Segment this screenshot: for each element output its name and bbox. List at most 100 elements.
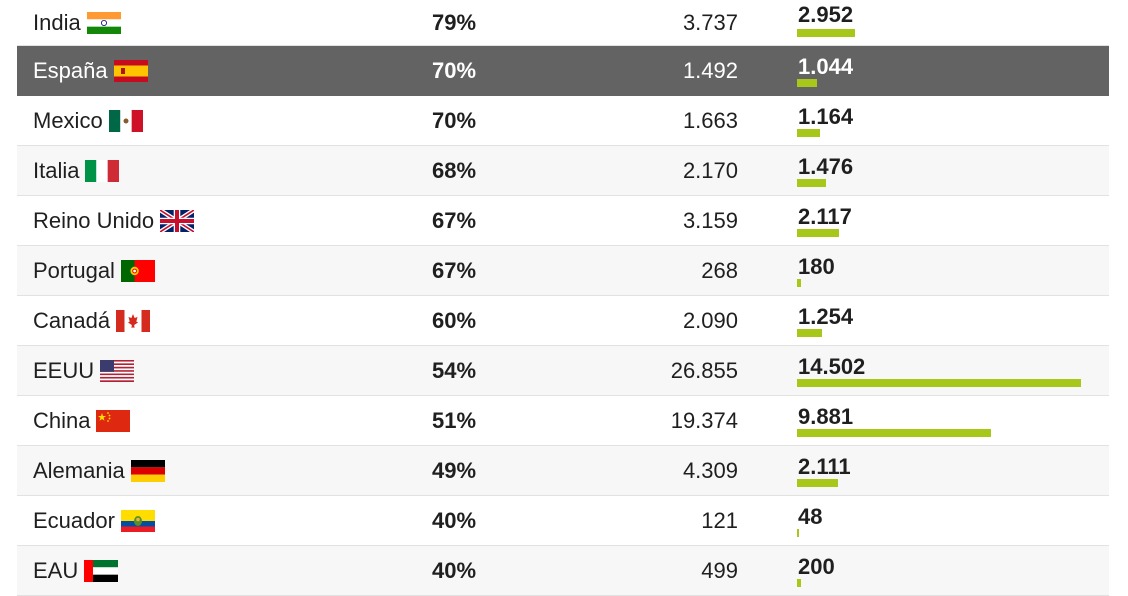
bar-value-label: 1.044 <box>798 54 854 79</box>
table-row: Alemania 49% 4.309 2.111 <box>17 446 1109 496</box>
bar <box>797 79 818 87</box>
bar-cell: 180 <box>797 246 1097 295</box>
bar-value-label: 9.881 <box>798 404 854 429</box>
country-cell: China <box>33 396 131 445</box>
country-name: Alemania <box>33 457 125 483</box>
table-row: Mexico 70% 1.663 1.164 <box>17 96 1109 146</box>
percent-cell: 68% <box>432 157 477 183</box>
total-cell: 26.855 <box>670 357 738 383</box>
bar-value-label: 1.476 <box>798 154 854 179</box>
bar-value-label: 2.952 <box>798 2 854 27</box>
country-cell: Canadá <box>33 296 151 345</box>
usa-flag <box>100 359 135 382</box>
table-row: Italia 68% 2.170 1.476 <box>17 146 1109 196</box>
country-cell: Alemania <box>33 446 165 495</box>
country-cell: Ecuador <box>33 496 155 545</box>
total-cell: 4.309 <box>682 457 738 483</box>
portugal-flag <box>120 259 155 282</box>
bar <box>797 529 799 537</box>
uk-flag <box>158 207 196 234</box>
percent-cell: 54% <box>432 357 477 383</box>
spain-flag <box>113 59 148 82</box>
bar-value-label: 1.254 <box>798 304 854 329</box>
percent-cell: 60% <box>432 307 477 333</box>
table-row: Portugal 67% 268 180 <box>17 246 1109 296</box>
country-name: Mexico <box>33 107 103 133</box>
bar-value-label: 1.164 <box>798 104 854 129</box>
country-name: India <box>33 9 81 35</box>
total-cell: 1.663 <box>682 107 738 133</box>
bar-cell: 2.117 <box>797 196 1097 245</box>
total-cell: 2.090 <box>682 307 738 333</box>
bar-cell: 48 <box>797 496 1097 545</box>
bar-value-label: 180 <box>798 254 835 279</box>
country-name: Italia <box>33 157 80 183</box>
country-cell: EEUU <box>33 346 135 395</box>
bar <box>797 279 801 287</box>
percent-cell: 67% <box>432 257 477 283</box>
country-name: EAU <box>33 557 79 583</box>
ecuador-flag <box>120 509 155 532</box>
table-row: EEUU 54% 26.855 14.502 <box>17 346 1109 396</box>
germany-flag <box>130 459 165 482</box>
percent-cell: 51% <box>432 407 477 433</box>
total-cell: 3.737 <box>682 9 738 35</box>
country-name: Canadá <box>33 307 111 333</box>
total-cell: 2.170 <box>682 157 738 183</box>
percent-cell: 40% <box>432 507 477 533</box>
percent-cell: 49% <box>432 457 477 483</box>
italy-flag <box>85 159 120 182</box>
mexico-flag <box>108 109 143 132</box>
total-cell: 3.159 <box>682 207 738 233</box>
bar-cell: 1.476 <box>797 146 1097 195</box>
table-row: Reino Unido 67% 3.159 2.117 <box>17 196 1109 246</box>
table-row: China 51% 19.374 9.881 <box>17 396 1109 446</box>
table-row: EAU 40% 499 200 <box>17 546 1109 596</box>
bar <box>797 29 855 37</box>
percent-cell: 67% <box>432 207 477 233</box>
total-cell: 19.374 <box>670 407 738 433</box>
country-cell: Portugal <box>33 246 155 295</box>
canada-flag <box>116 309 151 332</box>
bar <box>797 379 1081 387</box>
table-row: Canadá 60% 2.090 1.254 <box>17 296 1109 346</box>
country-cell: Mexico <box>33 96 143 145</box>
bar <box>797 329 822 337</box>
percent-cell: 79% <box>432 9 477 35</box>
percent-cell: 70% <box>432 107 477 133</box>
total-cell: 268 <box>701 257 738 283</box>
table-row: Ecuador 40% 121 48 <box>17 496 1109 546</box>
bar <box>797 429 991 437</box>
india-flag <box>86 11 121 34</box>
country-name: España <box>33 57 108 83</box>
bar-value-label: 2.117 <box>798 204 852 229</box>
bar-cell: 1.254 <box>797 296 1097 345</box>
country-cell: Italia <box>33 146 120 195</box>
table-row: España 70% 1.492 1.044 <box>17 46 1109 96</box>
bar-cell: 1.044 <box>797 46 1097 95</box>
bar-cell: 1.164 <box>797 96 1097 145</box>
total-cell: 1.492 <box>682 57 738 83</box>
percent-cell: 70% <box>432 57 477 83</box>
table-row: India 79% 3.737 2.952 <box>17 0 1109 46</box>
country-name: EEUU <box>33 357 95 383</box>
country-cell: España <box>33 46 148 95</box>
bar <box>797 179 826 187</box>
bar-cell: 200 <box>797 546 1097 595</box>
country-name: Portugal <box>33 257 115 283</box>
country-cell: India <box>33 0 121 45</box>
china-flag <box>96 409 131 432</box>
bar-cell: 2.111 <box>797 446 1097 495</box>
total-cell: 499 <box>701 557 738 583</box>
country-name: China <box>33 407 91 433</box>
percent-cell: 40% <box>432 557 477 583</box>
bar <box>797 479 839 487</box>
bar-value-label: 14.502 <box>798 354 866 379</box>
bar <box>797 579 801 587</box>
total-cell: 121 <box>701 507 738 533</box>
bar-cell: 2.952 <box>797 0 1097 45</box>
bar <box>797 129 820 137</box>
country-cell: EAU <box>33 546 119 595</box>
bar-cell: 9.881 <box>797 396 1097 445</box>
bar-value-label: 200 <box>798 554 835 579</box>
